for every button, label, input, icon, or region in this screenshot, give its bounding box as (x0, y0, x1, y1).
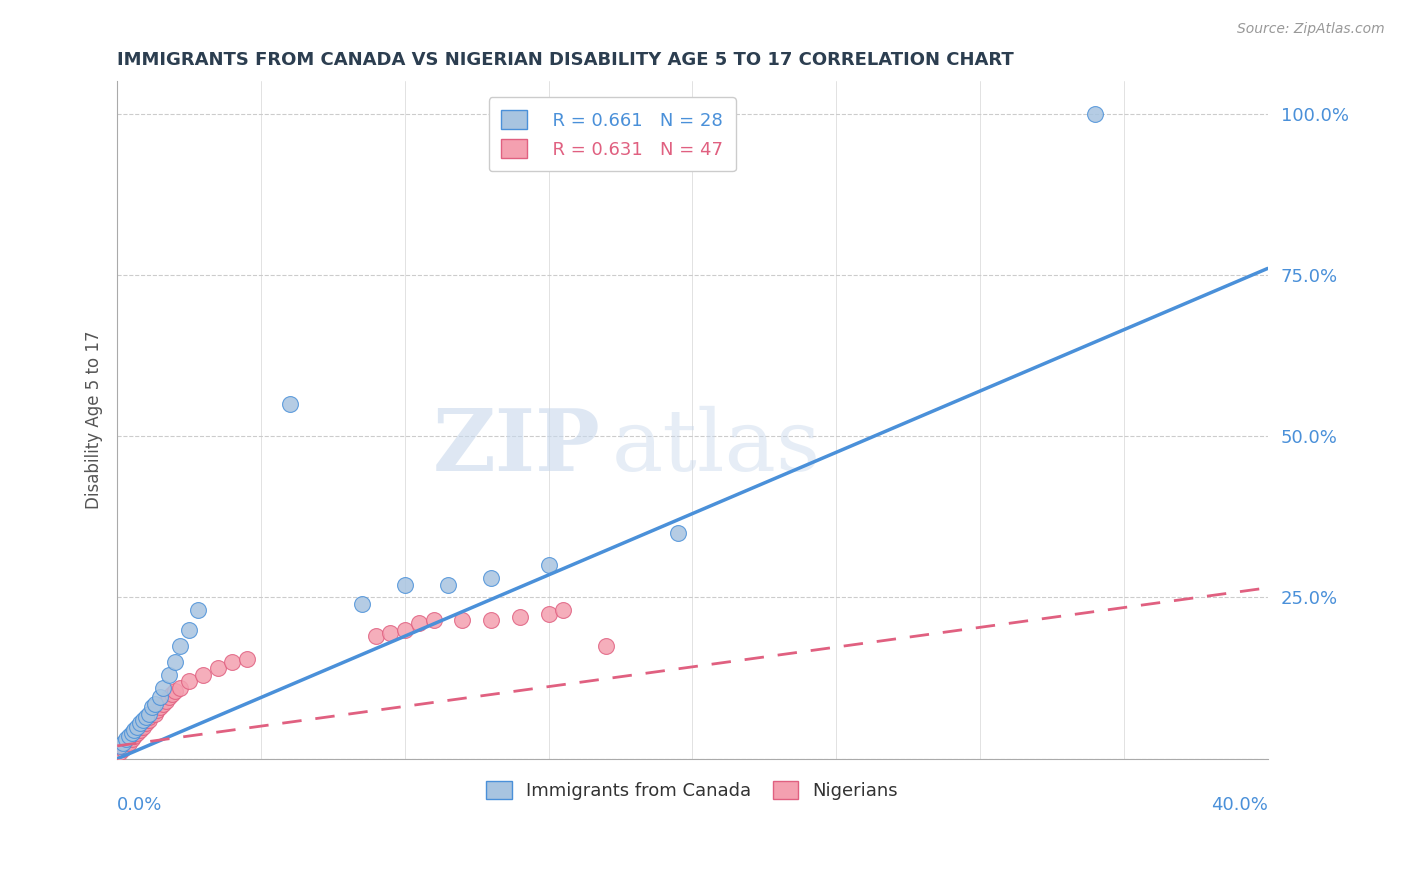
Point (108, 745, 131, 759)
Point (141, 706, 163, 721)
Point (163, 684, 186, 698)
Point (118, 729, 141, 743)
Point (135, 716, 157, 731)
Point (129, 723, 152, 737)
Point (177, 623, 200, 637)
Point (152, 681, 174, 695)
Point (121, 729, 143, 743)
Point (132, 719, 155, 733)
Point (666, 526, 689, 541)
Point (551, 603, 574, 617)
Point (114, 739, 136, 753)
Text: 40.0%: 40.0% (1211, 796, 1268, 814)
Point (187, 603, 209, 617)
Point (537, 607, 560, 621)
Point (127, 719, 149, 733)
Point (193, 668, 215, 682)
Point (146, 703, 169, 717)
Point (479, 613, 502, 627)
Point (114, 732, 136, 747)
Point (177, 674, 200, 689)
Point (118, 732, 141, 747)
Point (138, 713, 160, 727)
Point (380, 626, 402, 640)
Point (149, 690, 172, 705)
Point (111, 739, 134, 753)
Point (132, 713, 155, 727)
Point (350, 597, 373, 611)
Point (114, 736, 136, 750)
Point (437, 577, 460, 591)
Point (149, 700, 172, 714)
Point (124, 726, 146, 740)
Point (207, 661, 229, 675)
Point (1084, 106, 1107, 120)
Point (451, 613, 474, 627)
Point (169, 639, 191, 653)
Point (135, 710, 157, 724)
Point (121, 726, 143, 740)
Point (135, 713, 157, 727)
Point (479, 571, 502, 585)
Point (155, 694, 177, 708)
Text: ZIP: ZIP (433, 405, 600, 489)
Point (157, 668, 180, 682)
Y-axis label: Disability Age 5 to 17: Disability Age 5 to 17 (86, 331, 103, 509)
Point (235, 652, 257, 666)
Point (127, 726, 149, 740)
Text: Source: ZipAtlas.com: Source: ZipAtlas.com (1237, 22, 1385, 37)
Point (132, 716, 155, 731)
Point (221, 655, 243, 669)
Point (111, 736, 134, 750)
Point (394, 577, 416, 591)
Point (422, 613, 444, 627)
Point (124, 729, 146, 743)
Legend: Immigrants from Canada, Nigerians: Immigrants from Canada, Nigerians (479, 773, 905, 807)
Point (408, 616, 430, 631)
Text: 0.0%: 0.0% (117, 796, 163, 814)
Point (152, 697, 174, 711)
Point (169, 681, 191, 695)
Point (121, 732, 143, 747)
Point (143, 697, 166, 711)
Point (141, 700, 163, 714)
Point (364, 629, 387, 643)
Point (111, 742, 134, 756)
Point (394, 623, 416, 637)
Point (160, 687, 183, 701)
Point (129, 719, 152, 733)
Point (163, 655, 186, 669)
Point (124, 723, 146, 737)
Point (108, 739, 131, 753)
Point (595, 639, 617, 653)
Point (509, 610, 531, 624)
Point (138, 710, 160, 724)
Point (127, 723, 149, 737)
Point (537, 558, 560, 573)
Point (138, 706, 160, 721)
Point (278, 397, 301, 411)
Point (129, 716, 152, 731)
Point (157, 690, 180, 705)
Text: atlas: atlas (612, 406, 821, 489)
Text: IMMIGRANTS FROM CANADA VS NIGERIAN DISABILITY AGE 5 TO 17 CORRELATION CHART: IMMIGRANTS FROM CANADA VS NIGERIAN DISAB… (117, 51, 1014, 69)
Point (118, 736, 141, 750)
Point (143, 706, 166, 721)
